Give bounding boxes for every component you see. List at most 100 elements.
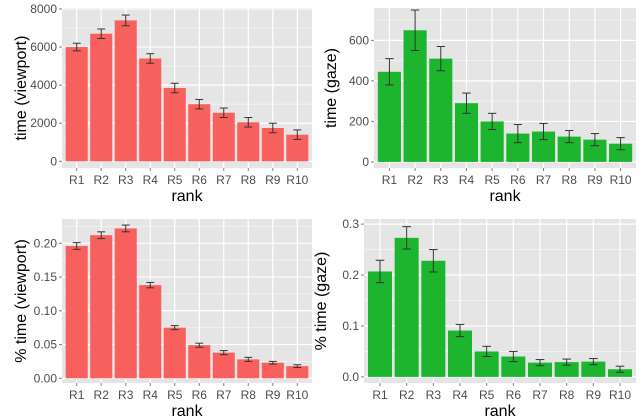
- x-tick-label: R10: [610, 173, 632, 187]
- x-tick-label: R7: [216, 388, 232, 402]
- bar-R9: [261, 128, 284, 162]
- x-tick-label: R3: [118, 173, 134, 187]
- x-tick-label: R2: [94, 173, 110, 187]
- x-tick-label: R6: [192, 173, 208, 187]
- x-tick-label: R8: [562, 173, 578, 187]
- x-tick-label: R3: [433, 173, 449, 187]
- x-tick-label: R5: [167, 173, 183, 187]
- bar-R1: [65, 245, 88, 379]
- y-tick-label: 0.2: [342, 268, 359, 282]
- bar-R4: [454, 103, 479, 162]
- x-axis-label: rank: [484, 403, 516, 418]
- x-tick-label: R1: [69, 173, 85, 187]
- bar-R1: [368, 271, 392, 377]
- y-tick-label: 0.00: [34, 371, 58, 385]
- y-axis-label: time (viewport): [13, 36, 30, 141]
- x-axis-label: rank: [489, 188, 521, 205]
- x-tick-label: R6: [510, 173, 526, 187]
- x-tick-label: R4: [459, 173, 475, 187]
- x-tick-label: R1: [69, 388, 85, 402]
- x-tick-label: R2: [94, 388, 110, 402]
- x-tick-label: R9: [265, 388, 281, 402]
- bar-R9: [583, 139, 607, 162]
- y-tick-label: 400: [349, 74, 369, 88]
- y-tick-label: 0.15: [34, 270, 58, 284]
- chart-panel-1: 0 2000 4000 6000 8000 R1 R2 R3 R4 R5 R6 R7 R8 R9 R10 ra…: [13, 2, 312, 205]
- bar-R8: [554, 362, 579, 377]
- bar-R10: [286, 134, 309, 162]
- bar-R3: [114, 20, 137, 162]
- x-tick-label: R3: [118, 388, 134, 402]
- bar-R1: [377, 71, 401, 162]
- y-tick-label: 600: [349, 33, 369, 47]
- bar-R10: [286, 366, 309, 379]
- x-tick-label: R2: [399, 388, 415, 402]
- y-tick-label: 2000: [30, 116, 57, 130]
- x-tick-label: R5: [484, 173, 500, 187]
- bar-R6: [188, 345, 211, 379]
- bar-R5: [480, 121, 504, 162]
- x-tick-label: R9: [265, 173, 281, 187]
- y-tick-label: 6000: [30, 40, 57, 54]
- bar-R7: [531, 131, 556, 162]
- bar-R8: [237, 122, 260, 162]
- bar-R5: [163, 88, 186, 162]
- bar-R9: [581, 361, 606, 377]
- x-tick-label: R9: [587, 173, 603, 187]
- bar-R4: [448, 330, 472, 377]
- x-tick-label: R8: [241, 173, 257, 187]
- bar-R6: [506, 133, 530, 162]
- x-tick-label: R1: [372, 388, 388, 402]
- bar-R7: [212, 112, 235, 162]
- y-tick-label: 4000: [30, 78, 57, 92]
- bar-R1: [65, 47, 88, 162]
- x-tick-label: R1: [382, 173, 398, 187]
- bar-R8: [237, 359, 260, 379]
- bar-R3: [429, 58, 453, 162]
- bar-R2: [90, 33, 113, 162]
- x-tick-label: R9: [586, 388, 602, 402]
- bar-R10: [608, 369, 632, 377]
- x-tick-label: R8: [559, 388, 575, 402]
- bar-R6: [188, 104, 211, 162]
- x-tick-label: R8: [241, 388, 257, 402]
- x-tick-label: R7: [216, 173, 232, 187]
- x-tick-label: R3: [426, 388, 442, 402]
- x-tick-label: R7: [532, 388, 548, 402]
- y-tick-label: 0.20: [34, 236, 58, 250]
- bar-R6: [501, 356, 526, 377]
- chart-panel-4: 0.0 0.1 0.2 0.3 R1 R2 R3 R4 R5 R6 R7 R8 R9 R10 rank % t…: [313, 217, 636, 418]
- x-tick-label: R10: [286, 388, 308, 402]
- x-tick-label: R7: [536, 173, 552, 187]
- bar-R2: [403, 30, 427, 162]
- bar-R4: [139, 58, 162, 162]
- x-tick-label: R2: [407, 173, 423, 187]
- bar-R3: [114, 228, 137, 379]
- bar-R9: [261, 362, 284, 379]
- x-tick-label: R6: [192, 388, 208, 402]
- x-axis-label: rank: [171, 188, 203, 205]
- bar-R3: [421, 260, 446, 377]
- y-tick-label: 0: [50, 154, 57, 168]
- y-axis-label: % time (viewport): [13, 239, 30, 363]
- x-axis-label: rank: [171, 403, 203, 418]
- bar-R7: [528, 362, 552, 377]
- y-tick-label: 8000: [30, 2, 57, 16]
- bar-R5: [163, 327, 186, 379]
- y-tick-label: 0.05: [34, 338, 58, 352]
- y-tick-label: 0.0: [342, 370, 359, 384]
- x-tick-label: R4: [143, 173, 159, 187]
- bar-R10: [609, 143, 633, 162]
- bar-R2: [394, 237, 419, 377]
- x-tick-label: R5: [167, 388, 183, 402]
- chart-panel-2: 0 200 400 600 R1 R2 R3 R4 R5 R6 R7 R8 R9 R10 rank time …: [323, 8, 636, 205]
- chart-panel-3: 0.00 0.05 0.10 0.15 0.20 R1 R2 R3 R4 R5 R6 R7 R8 R9 R1…: [13, 219, 312, 418]
- x-tick-label: R10: [609, 388, 631, 402]
- x-tick-label: R5: [479, 388, 495, 402]
- x-tick-label: R6: [506, 388, 522, 402]
- bar-R8: [557, 136, 581, 162]
- bar-R7: [212, 352, 235, 379]
- y-tick-label: 0: [362, 155, 369, 169]
- x-tick-label: R4: [143, 388, 159, 402]
